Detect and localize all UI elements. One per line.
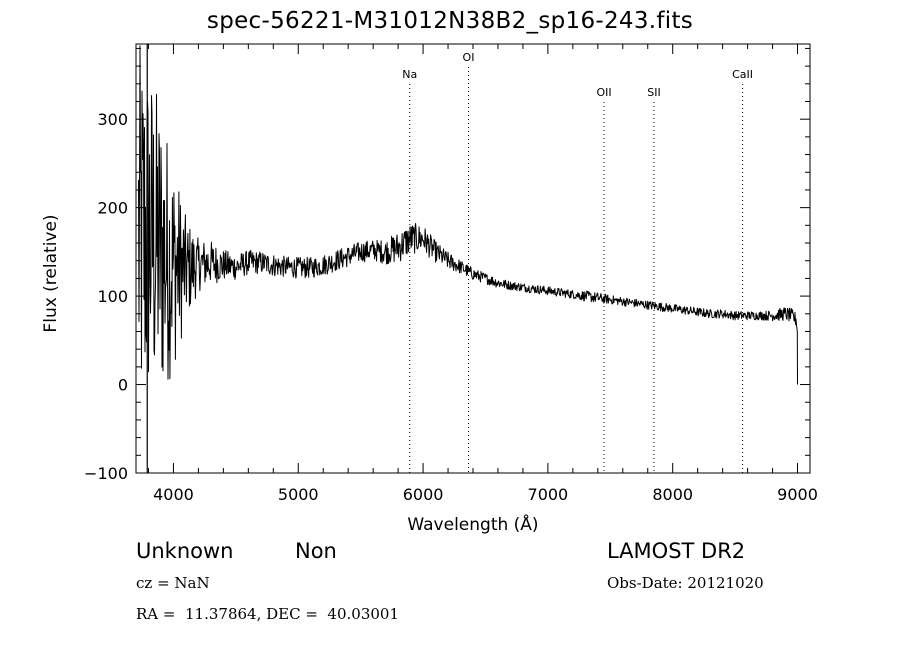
- object-class: Unknown: [136, 539, 234, 563]
- x-tick-label: 4000: [153, 485, 194, 504]
- x-tick-label: 8000: [652, 485, 693, 504]
- y-tick-label: 100: [97, 287, 128, 306]
- chart-title: spec-56221-M31012N38B2_sp16-243.fits: [206, 8, 694, 34]
- coordinates-text: RA = 11.37864, DEC = 40.03001: [136, 605, 400, 623]
- y-tick-label: 300: [97, 110, 128, 129]
- x-tick-label: 5000: [278, 485, 319, 504]
- x-axis-label: Wavelength (Å): [407, 513, 538, 535]
- obs-date-text: Obs-Date: 20121020: [607, 574, 764, 592]
- x-tick-label: 7000: [528, 485, 569, 504]
- x-tick-label: 6000: [403, 485, 444, 504]
- y-axis-label: Flux (relative): [41, 214, 61, 332]
- line-label-oii: OII: [596, 86, 611, 99]
- plot-frame: [135, 43, 811, 474]
- line-label-na: Na: [402, 68, 417, 81]
- redshift-text: cz = NaN: [136, 574, 210, 592]
- line-label-sii: SII: [647, 86, 660, 99]
- x-tick-label: 9000: [777, 485, 818, 504]
- y-tick-label: −100: [84, 464, 128, 483]
- spectrum-series-line: [138, 45, 798, 385]
- y-tick-label: 200: [97, 199, 128, 218]
- y-tick-label: 0: [118, 376, 128, 395]
- survey-label: LAMOST DR2: [607, 539, 746, 563]
- line-label-oi: OI: [463, 51, 475, 64]
- line-label-caii: CaII: [732, 68, 753, 81]
- object-subclass: Non: [295, 539, 337, 563]
